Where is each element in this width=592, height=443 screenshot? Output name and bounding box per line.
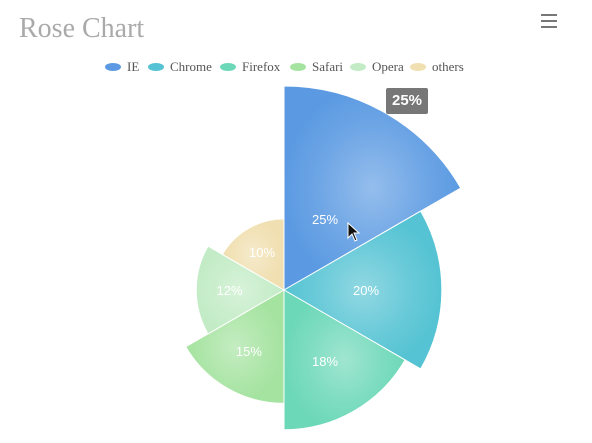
legend-item-chrome[interactable]: Chrome [148,58,212,76]
legend-swatch [350,63,366,71]
chart-legend: IE Chrome Firefox Safari Opera others [0,58,592,76]
chart-title: Rose Chart [19,13,145,44]
hamburger-menu-icon[interactable] [536,11,562,31]
legend-label: others [432,59,464,74]
legend-swatch [105,63,121,71]
slice-label-others: 10% [249,245,275,260]
slice-label-safari: 15% [236,344,262,359]
mouse-pointer-icon [347,222,361,242]
legend-swatch [148,63,164,71]
legend-item-firefox[interactable]: Firefox [220,58,280,76]
legend-item-opera[interactable]: Opera [350,58,404,76]
legend-label: IE [127,59,140,74]
legend-swatch [290,63,306,71]
tooltip: 25% [386,88,429,114]
legend-swatch [220,63,236,71]
slice-label-chrome: 20% [353,283,379,298]
legend-item-ie[interactable]: IE [105,58,139,76]
legend-label: Firefox [242,59,281,74]
slice-label-opera: 12% [217,283,243,298]
legend-label: Chrome [170,59,212,74]
legend-item-safari[interactable]: Safari [290,58,343,76]
legend-label: Opera [372,59,404,74]
slice-label-ie: 25% [312,212,338,227]
legend-swatch [410,63,426,71]
legend-item-others[interactable]: others [410,58,464,76]
slice-label-firefox: 18% [312,354,338,369]
legend-label: Safari [312,59,344,74]
